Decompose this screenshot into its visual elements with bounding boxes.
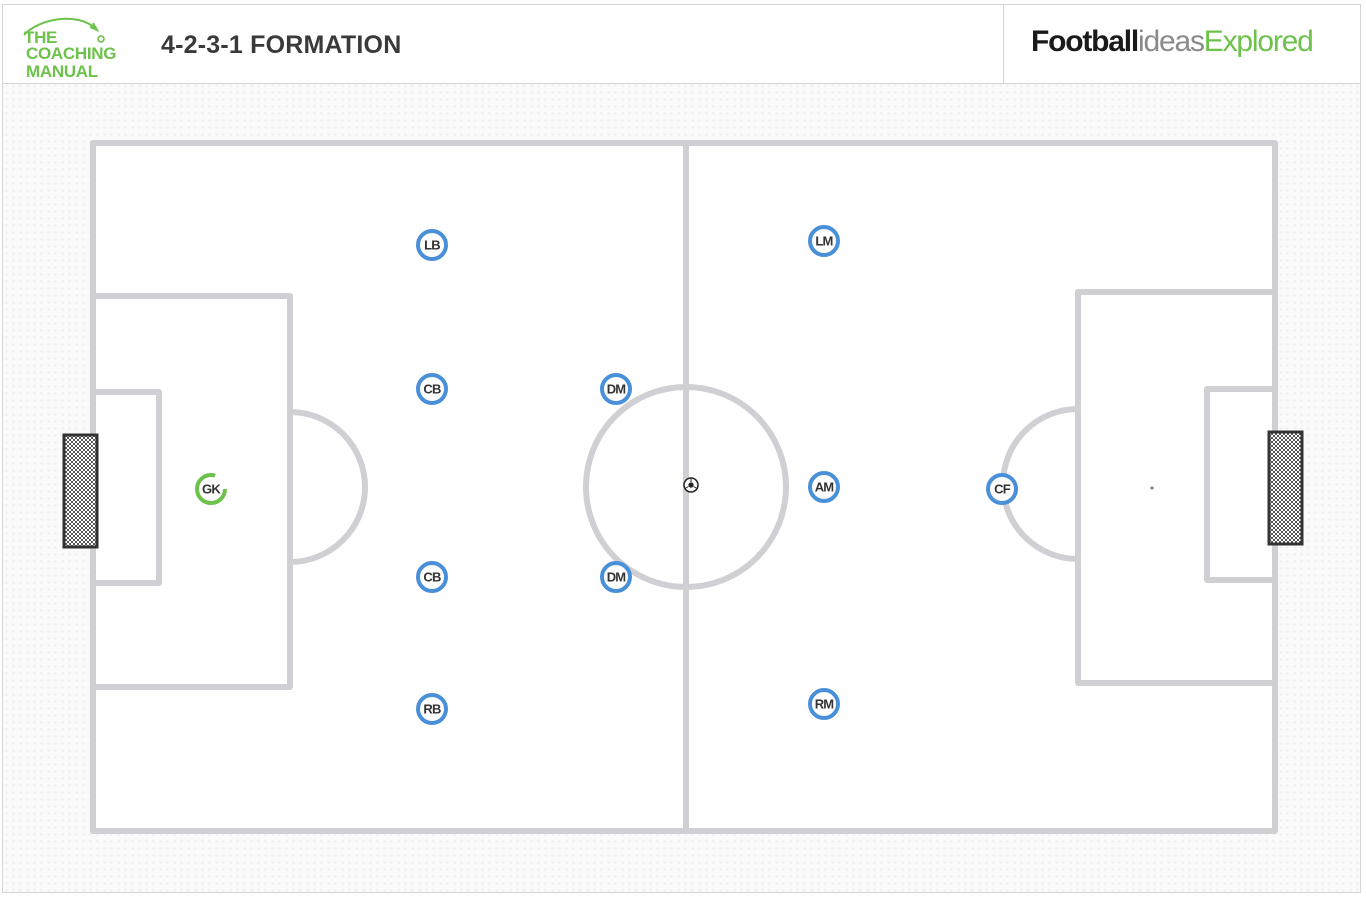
player-label: DM [607,382,626,397]
player-token-cf: CF [986,473,1018,505]
player-ring [195,473,227,505]
player-token-dm: DM [600,373,632,405]
diagram-frame: THE COACHING MANUAL 4-2-3-1 FORMATION Fo… [2,4,1361,893]
brand-part-1: Football [1031,25,1139,58]
logo-line-1: THE [24,28,58,47]
player-ring [600,373,632,405]
player-label: DM [607,570,626,585]
pitch-diagram: GK LB CB CB RB DM DM LM AM RM CF [62,140,1304,834]
player-ring [416,373,448,405]
player-ring [808,471,840,503]
player-token-lb: LB [416,229,448,261]
player-token-cb: CB [416,561,448,593]
page-title: 4-2-3-1 FORMATION [161,31,402,59]
left-goal [62,433,99,549]
football-icon [683,477,699,493]
player-token-dm: DM [600,561,632,593]
player-label: CB [423,382,441,397]
player-token-am: AM [808,471,840,503]
header-divider [1003,5,1004,83]
player-ring [416,561,448,593]
player-label: RM [815,697,834,712]
logo-arrow-icon [23,17,105,43]
player-label: LB [424,238,440,253]
football-ideas-explored-logo: FootballideasExplored [1031,25,1314,59]
penalty-spot-right [1150,486,1154,490]
players-layer: GK LB CB CB RB DM DM LM AM RM CF [195,225,1018,725]
player-label: CB [423,570,441,585]
player-token-cb: CB [416,373,448,405]
brand-part-3: Explored [1203,25,1314,58]
logo-line-3: MANUAL [26,62,98,81]
centre-circle [583,384,789,590]
brand-part-2: ideas [1138,25,1205,58]
right-goal [1267,430,1304,546]
player-label: CF [994,482,1011,497]
player-ring [416,693,448,725]
player-token-gk: GK [195,473,227,505]
left-penalty-arc [287,409,368,565]
player-ring [986,473,1018,505]
player-ring [808,225,840,257]
player-label: RB [423,702,441,717]
coaching-manual-logo: THE COACHING MANUAL [18,13,143,81]
player-ring [808,688,840,720]
player-token-rm: RM [808,688,840,720]
player-label: AM [815,480,834,495]
player-ring [416,229,448,261]
player-label: LM [815,234,832,249]
player-token-lm: LM [808,225,840,257]
player-token-rb: RB [416,693,448,725]
header-bar: THE COACHING MANUAL 4-2-3-1 FORMATION Fo… [3,5,1360,84]
logo-line-2: COACHING [26,44,117,63]
player-ring [600,561,632,593]
player-label: GK [202,482,221,497]
